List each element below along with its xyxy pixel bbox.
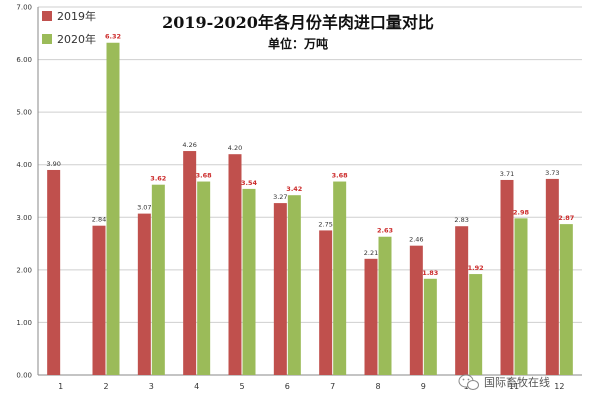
bar-2019 bbox=[183, 151, 197, 375]
data-label-2019: 4.20 bbox=[228, 144, 242, 152]
bar-2019 bbox=[92, 225, 106, 375]
bar-2020 bbox=[333, 181, 347, 375]
wechat-icon bbox=[458, 374, 479, 390]
data-label-2019: 3.73 bbox=[545, 169, 559, 177]
bar-2020 bbox=[559, 224, 573, 375]
bar-2020 bbox=[423, 278, 437, 375]
x-tick-label: 4 bbox=[194, 382, 199, 391]
x-tick-label: 9 bbox=[421, 382, 426, 391]
data-label-2020: 2.87 bbox=[558, 214, 574, 222]
bar-2019 bbox=[455, 226, 469, 375]
bar-2020 bbox=[378, 236, 392, 375]
bar-2019 bbox=[319, 230, 333, 375]
data-label-2020: 3.62 bbox=[150, 175, 166, 183]
x-tick-label: 12 bbox=[554, 382, 564, 391]
bar-2020 bbox=[151, 184, 165, 375]
legend-label-2019: 2019年 bbox=[57, 9, 96, 23]
bar-2019 bbox=[228, 154, 242, 375]
x-tick-label: 11 bbox=[509, 382, 519, 391]
data-label-2019: 2.46 bbox=[409, 236, 423, 244]
bar-2019 bbox=[545, 178, 559, 375]
legend: 2019年 2020年 bbox=[42, 9, 96, 46]
bar-2019 bbox=[137, 213, 151, 375]
data-labels: 3.90 2.84 6.32 3.07 3.62 4.26 3.68 4.20 3.54 3.27… bbox=[46, 33, 574, 277]
y-axis: 0.00 1.00 2.00 3.00 4.00 5.00 6.00 7.00 bbox=[16, 4, 32, 380]
bar-2019 bbox=[47, 169, 61, 375]
data-label-2019: 2.75 bbox=[318, 220, 332, 228]
data-label-2020: 3.54 bbox=[241, 179, 258, 187]
grid bbox=[37, 6, 582, 376]
data-label-2019: 4.26 bbox=[182, 141, 196, 149]
bar-2019 bbox=[273, 203, 287, 375]
data-label-2019: 3.71 bbox=[500, 170, 514, 178]
bars bbox=[47, 42, 573, 376]
data-label-2020: 3.68 bbox=[332, 172, 349, 180]
bar-2020 bbox=[469, 274, 483, 375]
data-label-2019: 2.83 bbox=[454, 216, 468, 224]
y-tick-label: 4.00 bbox=[16, 161, 32, 169]
x-tick-label: 2 bbox=[103, 382, 108, 391]
x-tick-label: 5 bbox=[239, 382, 244, 391]
y-tick-label: 1.00 bbox=[16, 319, 32, 327]
data-label-2020: 1.83 bbox=[422, 269, 438, 277]
y-tick-label: 5.00 bbox=[16, 109, 32, 117]
bar-2020 bbox=[242, 188, 256, 375]
x-tick-label: 6 bbox=[285, 382, 290, 391]
data-label-2020: 1.92 bbox=[468, 264, 484, 272]
y-tick-label: 7.00 bbox=[16, 4, 32, 12]
bar-2020 bbox=[106, 42, 120, 376]
bar-2020 bbox=[197, 181, 211, 375]
chart-title: 2019-2020年各月份羊肉进口量对比 bbox=[162, 13, 434, 32]
bar-2019 bbox=[364, 258, 378, 375]
data-label-2019: 3.27 bbox=[273, 193, 287, 201]
y-tick-label: 2.00 bbox=[16, 266, 32, 274]
y-tick-label: 6.00 bbox=[16, 56, 32, 64]
bar-2019 bbox=[409, 245, 423, 375]
data-label-2020: 2.98 bbox=[513, 208, 530, 216]
watermark: 国际畜牧在线 bbox=[458, 374, 550, 390]
y-tick-label: 3.00 bbox=[16, 214, 32, 222]
bar-2020 bbox=[514, 218, 528, 375]
legend-swatch-2020 bbox=[42, 34, 52, 44]
data-label-2019: 2.21 bbox=[364, 249, 378, 257]
watermark-text: 国际畜牧在线 bbox=[484, 375, 550, 389]
data-label-2020: 3.68 bbox=[196, 172, 213, 180]
data-label-2019: 2.84 bbox=[92, 216, 106, 224]
data-label-2019: 3.90 bbox=[46, 160, 60, 168]
data-label-2020: 6.32 bbox=[105, 33, 121, 41]
data-label-2020: 3.42 bbox=[286, 185, 302, 193]
y-tick-label: 0.00 bbox=[16, 372, 32, 380]
x-tick-label: 1 bbox=[58, 382, 63, 391]
chart-subtitle: 单位：万吨 bbox=[268, 36, 328, 51]
bar-2020 bbox=[287, 195, 301, 375]
x-tick-label: 8 bbox=[375, 382, 380, 391]
bar-2019 bbox=[500, 179, 514, 375]
legend-label-2020: 2020年 bbox=[57, 32, 96, 46]
x-tick-label: 7 bbox=[330, 382, 335, 391]
data-label-2019: 3.07 bbox=[137, 204, 151, 212]
legend-swatch-2019 bbox=[42, 11, 52, 21]
data-label-2020: 2.63 bbox=[377, 227, 393, 235]
x-tick-label: 3 bbox=[149, 382, 154, 391]
